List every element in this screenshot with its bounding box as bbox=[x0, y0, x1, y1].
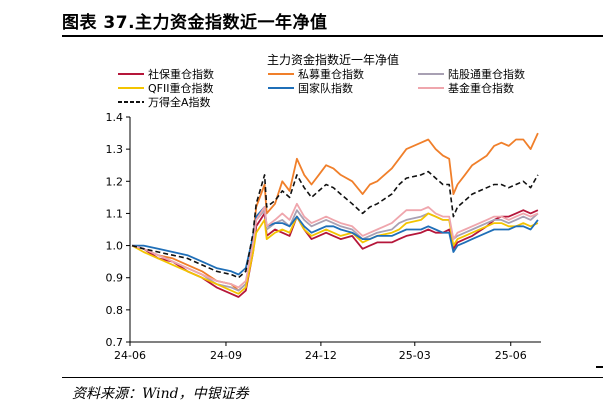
series-line-2 bbox=[131, 132, 539, 292]
y-tick-label: 1.4 bbox=[106, 111, 124, 124]
y-tick-label: 1.1 bbox=[106, 207, 124, 220]
x-tick-label: 24-09 bbox=[210, 349, 242, 362]
source-rule bbox=[62, 377, 603, 378]
x-tick-label: 24-12 bbox=[305, 349, 337, 362]
chart-title: 主力资金指数近一年净值 bbox=[267, 52, 399, 67]
source-note: 资料来源：Wind，中银证券 bbox=[72, 386, 249, 402]
legend-label: 国家队指数 bbox=[298, 81, 353, 95]
legend-label: 社保重仓指数 bbox=[148, 67, 214, 81]
y-tick-label: 1.0 bbox=[106, 240, 124, 253]
legend-label: 万得全A指数 bbox=[148, 95, 211, 109]
adjacent-page-rule bbox=[596, 366, 603, 368]
y-tick-label: 0.7 bbox=[106, 336, 124, 349]
x-tick-label: 25-03 bbox=[399, 349, 431, 362]
series-line-1 bbox=[131, 209, 539, 298]
y-tick-label: 1.3 bbox=[106, 143, 124, 156]
legend-label: 基金重仓指数 bbox=[448, 81, 514, 95]
legend-label: QFII重仓指数 bbox=[148, 81, 213, 95]
y-tick-label: 0.8 bbox=[106, 304, 124, 317]
series-line-6 bbox=[131, 202, 539, 289]
chart-axes: 0.7 0.8 0.9 1.0 1.1 1.2 1.3 1.4 24-06 24-09 24-12 2… bbox=[106, 111, 541, 362]
legend-label: 私募重仓指数 bbox=[298, 67, 364, 81]
chart-plot-area bbox=[131, 132, 539, 298]
series-line-7 bbox=[131, 170, 539, 279]
y-tick-label: 1.2 bbox=[106, 175, 124, 188]
chart-legend: 社保重仓指数 私募重仓指数 陆股通重仓指数 QFII重仓指数 国家队指数 基金重仓指数万得… bbox=[118, 67, 525, 109]
x-tick-label: 25-06 bbox=[495, 349, 527, 362]
figure-title: 图表 37.主力资金指数近一年净值 bbox=[62, 13, 328, 33]
series-line-3 bbox=[131, 209, 539, 292]
legend-label: 陆股通重仓指数 bbox=[448, 67, 525, 81]
x-tick-label: 24-06 bbox=[114, 349, 146, 362]
series-line-5 bbox=[132, 206, 539, 276]
title-rule bbox=[62, 35, 603, 37]
y-tick-label: 0.9 bbox=[106, 272, 124, 285]
series-line-4 bbox=[131, 212, 539, 295]
